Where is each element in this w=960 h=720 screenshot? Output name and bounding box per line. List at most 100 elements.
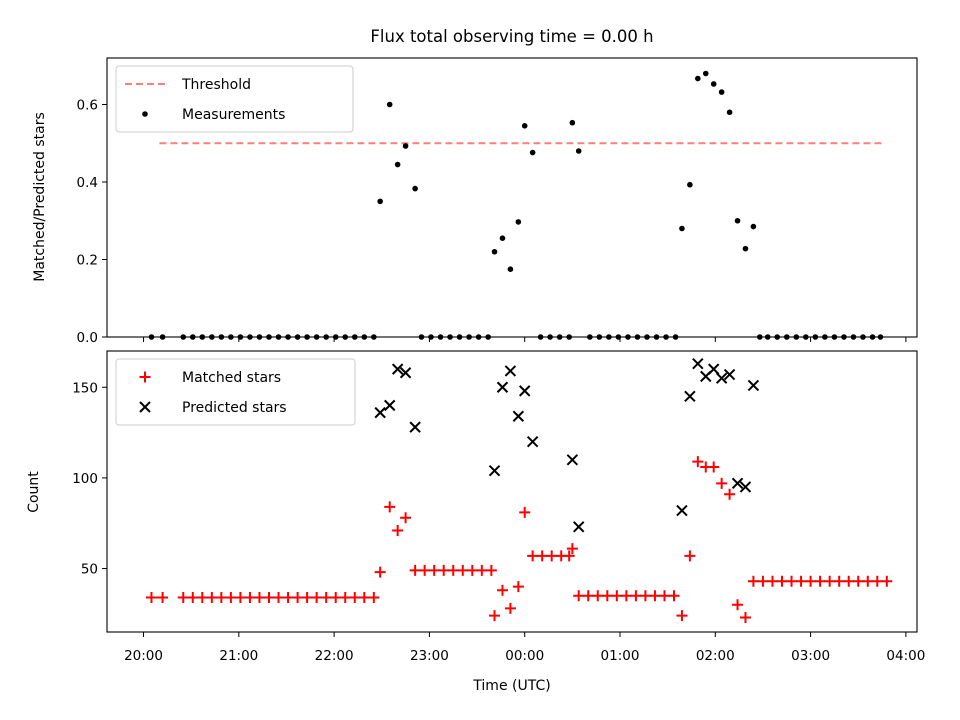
matched-star-point xyxy=(824,575,836,587)
measurement-point xyxy=(679,225,685,232)
matched-star-point xyxy=(611,590,623,602)
predicted-star-point xyxy=(723,368,736,381)
x-tick-label: 03:00 xyxy=(791,648,830,664)
measurement-point xyxy=(575,148,582,154)
legend-measurement-swatch xyxy=(142,111,148,117)
y-tick-label: 0.4 xyxy=(77,175,98,191)
predicted-star-point xyxy=(496,381,509,393)
matched-star-point xyxy=(519,506,531,518)
predicted-star-point xyxy=(692,357,704,370)
measurement-point xyxy=(521,123,528,129)
measurement-point xyxy=(750,223,757,230)
legend-matched-swatch xyxy=(139,371,151,383)
predicted-star-point xyxy=(504,365,517,377)
measurement-point xyxy=(569,119,576,126)
matched-star-point xyxy=(215,592,227,604)
measurement-point xyxy=(710,81,717,87)
predicted-star-point xyxy=(391,363,404,375)
matched-star-point xyxy=(881,575,893,587)
legend-label: Predicted stars xyxy=(182,400,287,416)
matched-star-point xyxy=(852,575,864,587)
plot-frame xyxy=(106,350,918,633)
y-axis-label-top: Matched/Predicted stars xyxy=(32,112,48,282)
matched-star-point xyxy=(476,564,488,576)
matched-star-point xyxy=(157,592,169,604)
predicted-star-point xyxy=(676,504,688,517)
matched-star-point xyxy=(206,592,218,604)
matched-star-point xyxy=(814,575,826,587)
y-tick-label: 50 xyxy=(81,562,98,578)
x-tick-label: 02:00 xyxy=(696,648,735,664)
matched-star-point xyxy=(358,592,370,604)
matched-star-point xyxy=(145,592,157,604)
matched-star-point xyxy=(273,592,285,604)
matched-star-point xyxy=(630,590,642,602)
matched-star-point xyxy=(692,456,704,468)
measurement-point xyxy=(702,70,709,77)
y-axis-label-bottom: Count xyxy=(26,471,42,513)
matched-star-point xyxy=(485,564,497,576)
matched-star-point xyxy=(563,550,575,562)
predicted-star-point xyxy=(383,399,396,412)
legend-label: Matched stars xyxy=(182,370,281,386)
y-tick-label: 150 xyxy=(72,380,98,396)
matched-star-point xyxy=(466,564,478,576)
matched-star-point xyxy=(716,477,728,489)
measurement-point xyxy=(742,245,749,252)
matched-star-point xyxy=(862,575,874,587)
measurement-point xyxy=(687,181,693,188)
predicted-star-point xyxy=(731,477,744,490)
measurement-point xyxy=(499,235,506,241)
matched-star-point xyxy=(349,592,361,604)
x-tick-label: 21:00 xyxy=(219,648,258,664)
matched-star-point xyxy=(374,566,386,578)
legend-predicted-swatch xyxy=(139,401,151,413)
x-axis-label: Time (UTC) xyxy=(472,678,550,694)
matched-star-point xyxy=(620,590,632,602)
matched-star-point xyxy=(196,592,208,604)
measurement-point xyxy=(386,101,393,108)
matched-star-point xyxy=(739,611,751,623)
legend-box xyxy=(115,65,354,133)
matched-star-point xyxy=(566,543,578,555)
matched-star-point xyxy=(546,550,558,562)
matched-star-point xyxy=(833,575,845,587)
measurement-point xyxy=(412,185,418,192)
matched-star-point xyxy=(438,564,450,576)
matched-star-point xyxy=(766,575,778,587)
matched-star-point xyxy=(668,590,680,602)
matched-star-point xyxy=(582,590,594,602)
matched-star-point xyxy=(457,564,469,576)
legend-label: Measurements xyxy=(182,107,285,123)
matched-star-point xyxy=(419,564,431,576)
measurement-point xyxy=(402,143,409,149)
predicted-star-point xyxy=(374,406,386,419)
predicted-star-point xyxy=(747,379,760,392)
measurement-point xyxy=(695,75,701,82)
matched-star-point xyxy=(292,592,304,604)
matched-star-point xyxy=(330,592,342,604)
predicted-star-point xyxy=(409,421,421,433)
predicted-star-point xyxy=(518,385,531,397)
matched-star-point xyxy=(708,461,720,473)
matched-star-point xyxy=(843,575,855,587)
matched-star-point xyxy=(311,592,323,604)
y-tick-label: 100 xyxy=(72,471,98,487)
matched-star-point xyxy=(732,599,744,611)
legend-label: Threshold xyxy=(181,77,251,93)
predicted-star-point xyxy=(526,435,539,448)
matched-star-point xyxy=(447,564,459,576)
matched-star-point xyxy=(871,575,883,587)
y-tick-label: 0.6 xyxy=(77,98,98,114)
matched-star-point xyxy=(757,575,769,587)
matched-star-point xyxy=(805,575,817,587)
measurement-point xyxy=(726,109,733,116)
matched-star-point xyxy=(400,512,412,524)
matched-star-point xyxy=(536,550,548,562)
measurement-point xyxy=(491,248,498,255)
matched-star-point xyxy=(282,592,294,604)
predicted-star-point xyxy=(566,454,579,466)
matched-star-point xyxy=(724,488,736,500)
matched-star-point xyxy=(504,602,516,614)
